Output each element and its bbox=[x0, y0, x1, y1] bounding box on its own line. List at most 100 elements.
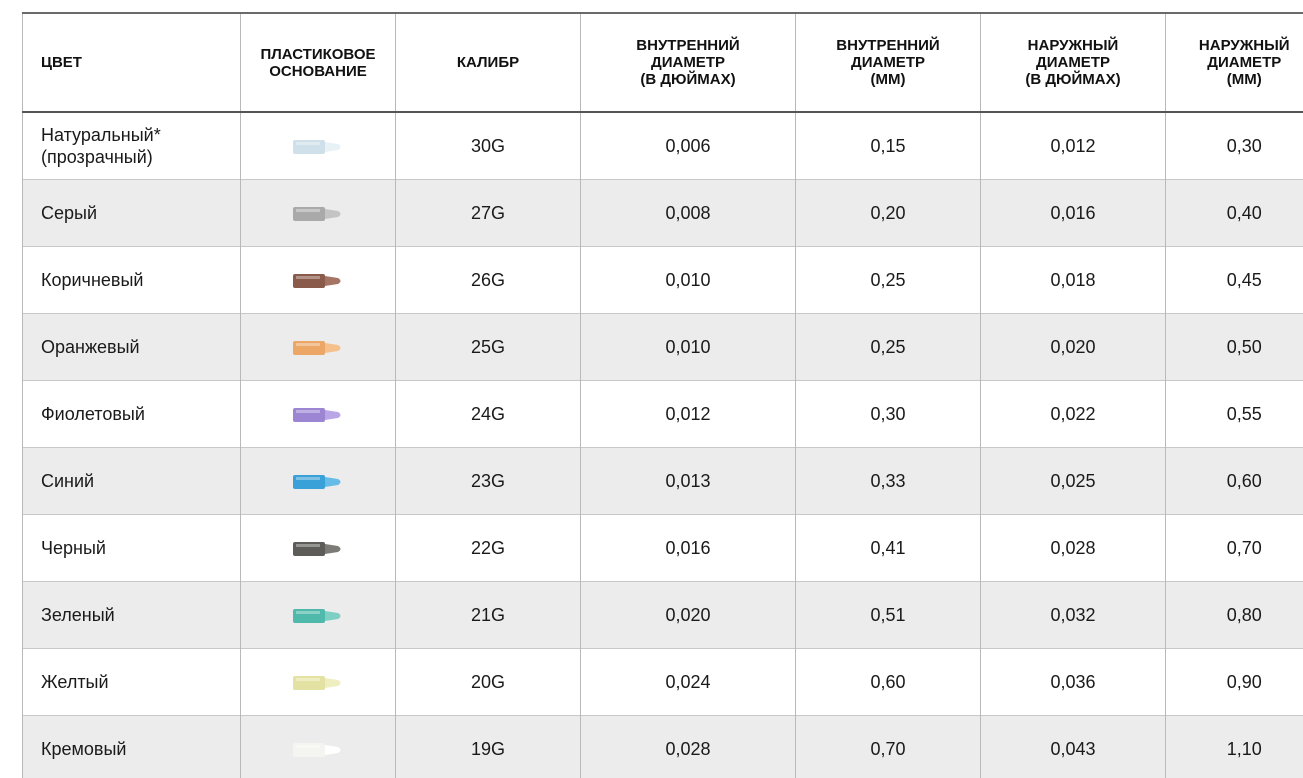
value-cell: 0,60 bbox=[1166, 448, 1303, 515]
text-line: ЦВЕТ bbox=[41, 54, 236, 71]
hub-shine bbox=[296, 276, 320, 279]
text-line: ДИАМЕТР bbox=[985, 54, 1161, 71]
icon-cell bbox=[241, 582, 396, 649]
value-cell: 21G bbox=[396, 582, 581, 649]
hub-icon bbox=[292, 272, 344, 290]
text-line: Фиолетовый bbox=[41, 403, 240, 425]
hub-icon bbox=[292, 607, 344, 625]
header-cell: НАРУЖНЫЙДИАМЕТР(В ДЮЙМАХ) bbox=[981, 13, 1166, 112]
value-cell: 0,016 bbox=[981, 180, 1166, 247]
hub-shine bbox=[296, 678, 320, 681]
text-line: ВНУТРЕННИЙ bbox=[800, 37, 976, 54]
value-cell: 0,036 bbox=[981, 649, 1166, 716]
value-cell: 27G bbox=[396, 180, 581, 247]
value-cell: 0,33 bbox=[796, 448, 981, 515]
color-name-cell: Натуральный*(прозрачный) bbox=[23, 112, 241, 180]
text-line: Оранжевый bbox=[41, 336, 240, 358]
text-line: Желтый bbox=[41, 671, 240, 693]
hub-shine bbox=[296, 142, 320, 145]
hub-tip bbox=[325, 611, 341, 621]
value-cell: 0,70 bbox=[1166, 515, 1303, 582]
value-cell: 0,80 bbox=[1166, 582, 1303, 649]
text-line: Коричневый bbox=[41, 269, 240, 291]
text-line: ДИАМЕТР bbox=[1170, 54, 1303, 71]
value-cell: 0,025 bbox=[981, 448, 1166, 515]
value-cell: 0,40 bbox=[1166, 180, 1303, 247]
value-cell: 0,60 bbox=[796, 649, 981, 716]
icon-cell bbox=[241, 314, 396, 381]
hub-tip bbox=[325, 209, 341, 219]
text-line: (ММ) bbox=[1170, 71, 1303, 88]
text-line: (прозрачный) bbox=[41, 146, 240, 168]
color-name-cell: Серый bbox=[23, 180, 241, 247]
hub-shine bbox=[296, 544, 320, 547]
value-cell: 0,020 bbox=[581, 582, 796, 649]
text-line: (В ДЮЙМАХ) bbox=[585, 71, 791, 88]
hub-shine bbox=[296, 745, 320, 748]
value-cell: 0,024 bbox=[581, 649, 796, 716]
value-cell: 0,010 bbox=[581, 247, 796, 314]
value-cell: 30G bbox=[396, 112, 581, 180]
icon-cell bbox=[241, 247, 396, 314]
value-cell: 19G bbox=[396, 716, 581, 778]
value-cell: 0,90 bbox=[1166, 649, 1303, 716]
table-row: Синий23G0,0130,330,0250,60 bbox=[23, 448, 1303, 515]
value-cell: 0,010 bbox=[581, 314, 796, 381]
hub-icon bbox=[292, 741, 344, 759]
table-row: Желтый20G0,0240,600,0360,90 bbox=[23, 649, 1303, 716]
text-line: ВНУТРЕННИЙ bbox=[585, 37, 791, 54]
value-cell: 0,30 bbox=[1166, 112, 1303, 180]
value-cell: 0,018 bbox=[981, 247, 1166, 314]
value-cell: 0,25 bbox=[796, 314, 981, 381]
color-name-cell: Черный bbox=[23, 515, 241, 582]
value-cell: 0,012 bbox=[581, 381, 796, 448]
hub-tip bbox=[325, 343, 341, 353]
text-line: КАЛИБР bbox=[400, 54, 576, 71]
color-name-cell: Желтый bbox=[23, 649, 241, 716]
value-cell: 0,032 bbox=[981, 582, 1166, 649]
value-cell: 0,043 bbox=[981, 716, 1166, 778]
value-cell: 0,55 bbox=[1166, 381, 1303, 448]
value-cell: 26G bbox=[396, 247, 581, 314]
value-cell: 24G bbox=[396, 381, 581, 448]
hub-icon bbox=[292, 406, 344, 424]
icon-cell bbox=[241, 448, 396, 515]
text-line: ОСНОВАНИЕ bbox=[245, 63, 391, 80]
icon-cell bbox=[241, 381, 396, 448]
hub-shine bbox=[296, 410, 320, 413]
value-cell: 0,016 bbox=[581, 515, 796, 582]
color-name-cell: Оранжевый bbox=[23, 314, 241, 381]
value-cell: 0,15 bbox=[796, 112, 981, 180]
value-cell: 0,51 bbox=[796, 582, 981, 649]
hub-tip bbox=[325, 745, 341, 755]
page: ЦВЕТ ПЛАСТИКОВОЕОСНОВАНИЕКАЛИБР ВНУТРЕННИЙ… bbox=[0, 0, 1303, 778]
value-cell: 0,50 bbox=[1166, 314, 1303, 381]
text-line: НАРУЖНЫЙ bbox=[1170, 37, 1303, 54]
text-line: Синий bbox=[41, 470, 240, 492]
text-line: Натуральный* bbox=[41, 124, 240, 146]
value-cell: 0,006 bbox=[581, 112, 796, 180]
hub-tip bbox=[325, 142, 341, 152]
icon-cell bbox=[241, 649, 396, 716]
hub-shine bbox=[296, 611, 320, 614]
value-cell: 0,022 bbox=[981, 381, 1166, 448]
value-cell: 0,028 bbox=[981, 515, 1166, 582]
hub-tip bbox=[325, 544, 341, 554]
hub-icon bbox=[292, 138, 344, 156]
value-cell: 22G bbox=[396, 515, 581, 582]
hub-icon bbox=[292, 473, 344, 491]
hub-icon bbox=[292, 540, 344, 558]
icon-cell bbox=[241, 515, 396, 582]
value-cell: 0,20 bbox=[796, 180, 981, 247]
